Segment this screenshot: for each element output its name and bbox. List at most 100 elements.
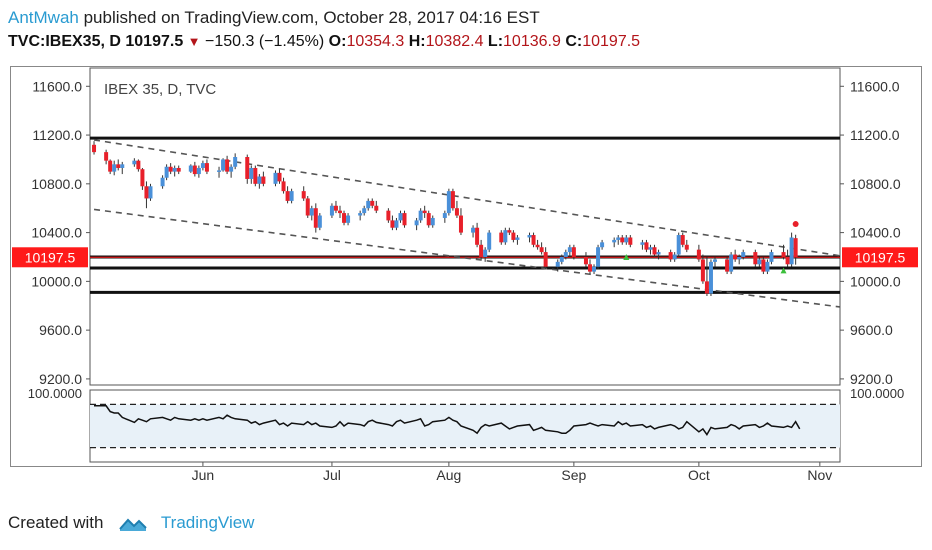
last-price-tag-right <box>842 247 918 268</box>
candle-up <box>559 256 564 262</box>
candle-up <box>789 237 794 265</box>
candle-up <box>527 235 532 238</box>
candle-up <box>196 167 201 175</box>
y-tick-label-right: 11200.0 <box>850 127 900 143</box>
candle-up <box>487 232 492 250</box>
candle-up <box>729 254 734 272</box>
candle-up <box>596 247 601 267</box>
tradingview-brand-link[interactable]: TradingView <box>160 513 255 532</box>
candle-up <box>503 230 508 243</box>
candle-down <box>761 259 766 272</box>
footer: Created with TradingView <box>8 510 254 536</box>
signal-triangle-marker <box>780 267 787 274</box>
candle-down <box>176 167 181 172</box>
candle-down <box>333 205 338 211</box>
candle-up <box>769 252 774 262</box>
price-chart[interactable]: 11600.0 11600.0 11200.0 11200.0 10800.0 10800… <box>0 60 932 500</box>
y-tick-label-left: 11200.0 <box>32 127 82 143</box>
candle-down <box>192 165 197 175</box>
down-triangle-icon: ▼ <box>187 34 201 49</box>
candle-down <box>704 281 709 294</box>
candle-up <box>172 167 177 172</box>
close-value: 10197.5 <box>582 33 641 50</box>
candle-down <box>116 164 121 168</box>
candle-down <box>261 176 266 184</box>
candle-up <box>273 172 278 184</box>
low-value: 10136.9 <box>503 33 561 50</box>
indicator-top-label-right: 100.0000 <box>850 386 904 401</box>
signal-dot-marker <box>792 221 799 228</box>
candle-down <box>499 232 504 243</box>
candle-up <box>366 200 371 209</box>
open-label: O: <box>328 33 347 50</box>
candle-down <box>338 210 342 214</box>
indicator-band-fill <box>90 404 840 448</box>
candle-down <box>305 198 310 216</box>
candle-up <box>164 166 169 178</box>
candle-up <box>757 259 762 265</box>
candle-up <box>616 237 621 240</box>
candle-down <box>204 163 209 172</box>
candle-down <box>253 167 258 184</box>
candle-up <box>120 164 125 168</box>
candle-up <box>200 163 205 168</box>
candle-up <box>567 247 572 253</box>
candle-down <box>301 191 306 199</box>
y-tick-label-right: 9200.0 <box>850 371 893 387</box>
y-tick-label-left: 10400.0 <box>31 225 82 241</box>
candle-up <box>289 191 294 201</box>
candle-down <box>588 264 592 272</box>
candle-up <box>398 213 403 221</box>
candle-down <box>652 247 657 255</box>
author-link[interactable]: AntMwah <box>8 8 79 27</box>
candle-up <box>188 165 193 172</box>
candle-down <box>426 213 431 226</box>
trend-line <box>93 208 841 308</box>
candle-down <box>422 210 427 214</box>
close-label: C: <box>565 33 583 50</box>
candle-down <box>281 181 286 192</box>
candle-down <box>458 215 463 233</box>
candle-up <box>741 252 746 257</box>
x-tick-label: Jun <box>192 467 215 483</box>
candle-up <box>672 254 677 260</box>
high-label: H: <box>408 33 426 50</box>
candle-down <box>571 247 576 257</box>
indicator-line <box>94 405 801 436</box>
candle-up <box>257 176 262 184</box>
candle-down <box>140 169 145 187</box>
candle-up <box>418 210 423 221</box>
candle-up <box>309 208 314 216</box>
y-tick-label-left: 9600.0 <box>39 322 82 338</box>
candle-up <box>132 160 137 165</box>
candle-down <box>342 213 347 223</box>
candle-up <box>430 217 435 226</box>
candle-down <box>168 166 173 172</box>
last-price-tag-left <box>12 247 88 268</box>
candle-up <box>317 215 322 228</box>
candle-up <box>765 261 770 272</box>
signal-triangle-marker <box>623 253 630 260</box>
candle-down <box>753 252 758 265</box>
candle-down <box>725 259 730 272</box>
candle-up <box>394 220 399 228</box>
candle-down <box>511 232 516 240</box>
x-tick-label: Oct <box>688 467 710 483</box>
high-value: 10382.4 <box>425 33 484 50</box>
y-tick-label-right: 10000.0 <box>850 273 901 289</box>
candle-down <box>277 172 282 182</box>
candle-down <box>793 238 798 258</box>
candle-down <box>539 247 544 253</box>
symbol-line: TVC:IBEX35, D 10197.5 ▼ −150.3 (−1.45%) … <box>8 30 640 54</box>
created-with-label: Created with <box>8 513 104 532</box>
tradingview-logo-icon <box>119 518 147 531</box>
candle-up <box>358 213 363 216</box>
last-price: 10197.5 <box>125 33 184 50</box>
y-tick-label-right: 9600.0 <box>850 322 893 338</box>
candle-up <box>600 242 605 248</box>
x-tick-label: Aug <box>436 467 461 483</box>
candle-down <box>136 160 141 170</box>
candle-down <box>370 200 375 206</box>
last-price-tag-left-label: 10197.5 <box>25 249 76 265</box>
candle-up <box>249 167 254 179</box>
